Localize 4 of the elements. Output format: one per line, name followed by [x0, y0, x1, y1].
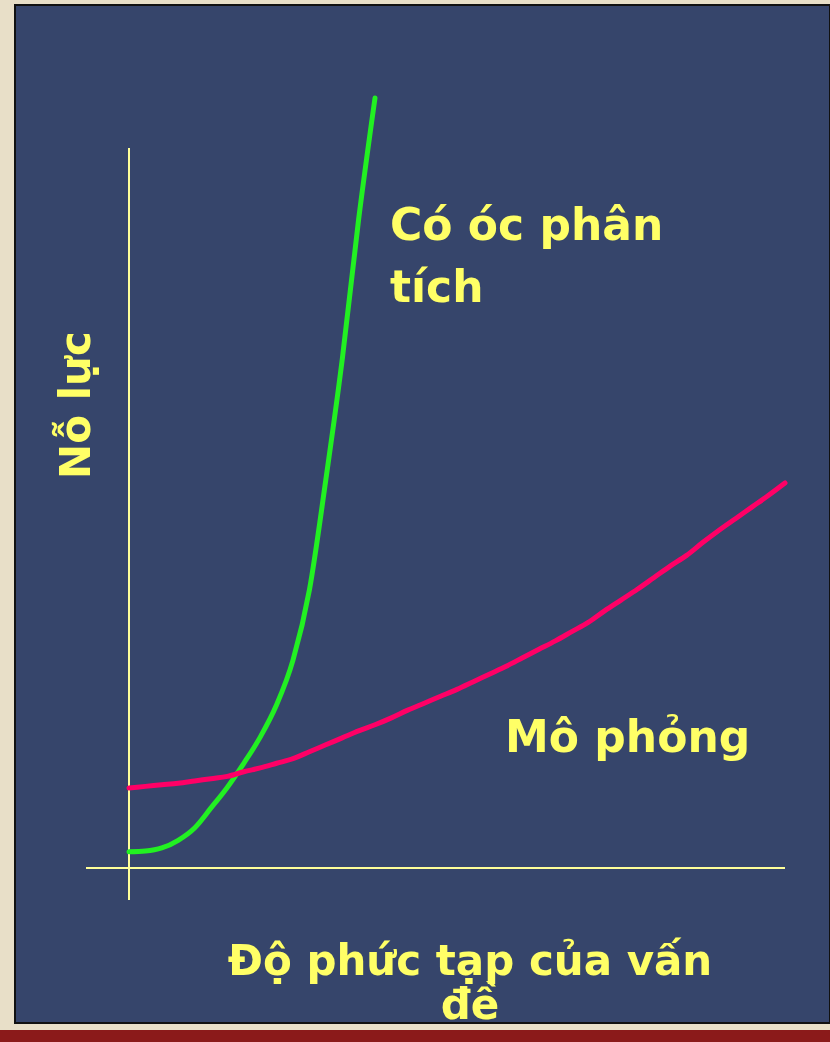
series-label: Mô phỏng	[505, 711, 751, 762]
x-axis-title: Độ phức tạp của vấn đề	[227, 936, 713, 1029]
y-axis-title: Nỗ lực	[51, 331, 100, 479]
series-label: Có óc phân tích	[390, 199, 664, 312]
